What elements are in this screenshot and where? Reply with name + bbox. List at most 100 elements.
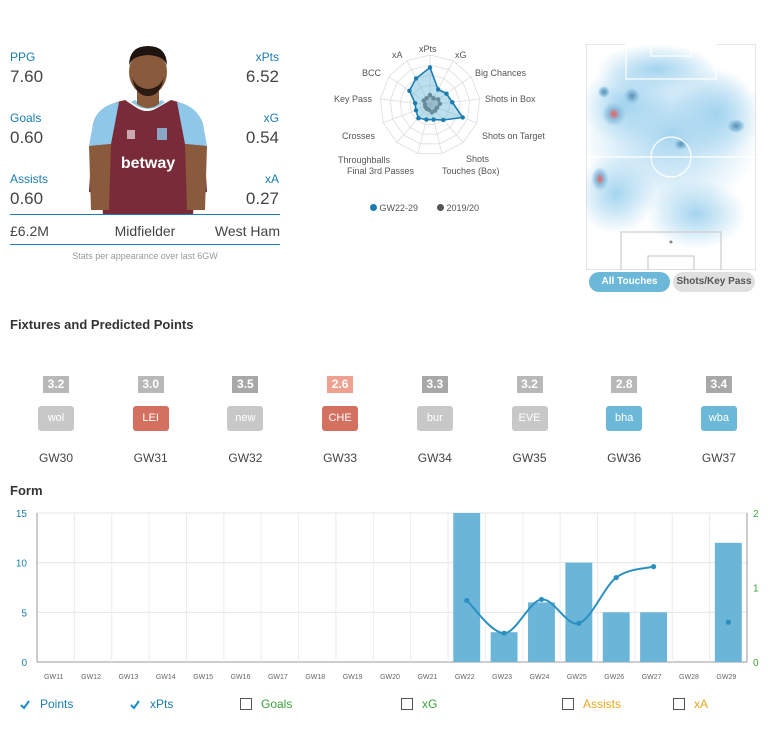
form-chart: 0 5 10 15 0 1 2 GW11 GW12 GW13 GW14 GW15 GW16 GW17 GW1… xyxy=(16,509,759,681)
x-axis-tick-label: GW18 xyxy=(305,674,325,681)
fixture-gameweek: GW30 xyxy=(38,451,73,465)
shots-key-pass-button[interactable]: Shots/Key Pass xyxy=(673,272,755,292)
radar-label-bcc: BCC xyxy=(362,68,382,78)
radar-plot xyxy=(379,54,481,154)
fixture-opponent-badge[interactable]: EVE xyxy=(511,406,548,431)
radar-label-xg: xG xyxy=(455,50,467,60)
legend-label-xpts[interactable]: xPts xyxy=(150,697,174,711)
assists-label: Assists xyxy=(10,172,49,186)
legend-checkbox-xa[interactable] xyxy=(673,698,685,710)
legend-checkbox-goals[interactable] xyxy=(240,698,252,710)
legend-checkbox-xpts[interactable] xyxy=(129,698,141,710)
legend-label-assists[interactable]: Assists xyxy=(583,697,622,711)
xpts-point[interactable] xyxy=(501,630,507,636)
radar-label-key-pass: Key Pass xyxy=(334,94,373,104)
xpts-point[interactable] xyxy=(576,620,582,626)
radar-current-point xyxy=(450,100,455,105)
fixture-predicted-points: 2.6 xyxy=(327,376,354,393)
legend-checkbox-xg[interactable] xyxy=(401,698,413,710)
radar-spoke xyxy=(380,98,431,106)
fixture-opponent-badge[interactable]: wol xyxy=(38,406,74,431)
radar-grid-ring xyxy=(379,54,481,154)
radar-current-point xyxy=(407,88,412,93)
radar-label-shots-in-box: Shots in Box xyxy=(485,94,536,104)
fixture-opponent-badge[interactable]: CHE xyxy=(322,406,359,431)
x-axis-tick-label: GW24 xyxy=(530,674,550,681)
radar-label-shots-on-target: Shots on Target xyxy=(482,131,545,141)
radar-legend-current[interactable]: GW22-29 xyxy=(370,203,418,213)
xpts-value: 6.52 xyxy=(245,67,279,86)
player-team: West Ham xyxy=(214,223,280,239)
fixture-opponent-badge[interactable]: LEI xyxy=(132,406,169,431)
goals-label: Goals xyxy=(10,111,42,125)
fixture-opponent-badge[interactable]: new xyxy=(227,406,264,431)
xpts-point[interactable] xyxy=(464,597,470,604)
fixture-opponent-badge[interactable]: bur xyxy=(416,406,453,431)
x-axis-tick-label: GW11 xyxy=(44,674,63,681)
radar-current-point xyxy=(413,108,419,113)
fixture-gameweek: GW36 xyxy=(607,451,642,465)
x-axis-tick-label: GW16 xyxy=(231,674,251,681)
xa-value: 0.27 xyxy=(245,189,279,208)
stats-note: Stats per appearance over last 6GW xyxy=(72,251,218,261)
legend-label-xa[interactable]: xA xyxy=(694,697,709,711)
legend-label-xg[interactable]: xG xyxy=(422,697,438,711)
radar-previous-point xyxy=(431,96,436,101)
fixture-predicted-points: 3.2 xyxy=(516,376,543,393)
xa-label: xA xyxy=(264,172,279,186)
points-bar[interactable] xyxy=(714,542,742,662)
fixture-gameweek: GW34 xyxy=(417,451,452,465)
points-bar[interactable] xyxy=(528,602,555,662)
radar-label-final-3rd-passes: Final 3rd Passes xyxy=(347,166,415,176)
x-axis-tick-label: GW23 xyxy=(492,674,512,681)
checkmark-icon xyxy=(130,700,140,710)
radar-legend-current-label: GW22-29 xyxy=(379,203,419,213)
points-bar[interactable] xyxy=(602,612,630,662)
fixtures-title: Fixtures and Predicted Points xyxy=(10,317,194,332)
radar-label-throughballs: Throughballs xyxy=(338,155,391,165)
legend-checkbox-assists[interactable] xyxy=(562,698,574,710)
xpts-point[interactable] xyxy=(538,596,545,603)
points-bar[interactable] xyxy=(453,513,481,662)
fixture-gameweek: GW32 xyxy=(228,451,263,465)
radar-label-big-chances: Big Chances xyxy=(475,68,527,78)
player-position: Midfielder xyxy=(114,223,176,239)
radar-grid-ring xyxy=(389,64,471,145)
radar-legend-previous-label: 2019/20 xyxy=(446,203,480,213)
radar-current-point xyxy=(460,115,465,120)
points-bar[interactable] xyxy=(640,612,668,662)
legend-dot-icon xyxy=(370,204,377,211)
fixture-predicted-points: 3.0 xyxy=(137,376,164,393)
x-axis-tick-label: GW20 xyxy=(380,674,400,681)
assists-value: 0.60 xyxy=(10,189,44,208)
legend-checkbox-points[interactable] xyxy=(19,698,31,710)
xpts-point[interactable] xyxy=(650,564,657,570)
legend-dot-icon xyxy=(437,204,444,211)
player-price: £6.2M xyxy=(10,223,49,239)
radar-current-point xyxy=(431,117,436,122)
x-axis-tick-label: GW25 xyxy=(567,674,587,681)
points-bar[interactable] xyxy=(565,562,593,662)
xpts-point[interactable] xyxy=(725,619,731,625)
fixture-opponent-badge[interactable]: wba xyxy=(700,406,737,431)
xg-value: 0.54 xyxy=(245,128,279,147)
y-axis-tick-label: 10 xyxy=(16,559,28,570)
radar-previous-point xyxy=(422,102,428,107)
shirt-sponsor: betway xyxy=(121,155,175,172)
fixture-gameweek: GW35 xyxy=(512,451,547,465)
radar-legend-previous[interactable]: 2019/20 xyxy=(437,203,479,213)
x-axis-tick-label: GW27 xyxy=(642,674,662,681)
fixture-gameweek: GW33 xyxy=(323,451,358,465)
touch-heatmap xyxy=(586,44,756,270)
points-bar[interactable] xyxy=(490,632,518,662)
legend-label-goals[interactable]: Goals xyxy=(261,697,293,711)
ppg-label: PPG xyxy=(10,50,36,64)
legend-label-points[interactable]: Points xyxy=(40,697,74,711)
xpts-point[interactable] xyxy=(613,574,619,581)
fixture-opponent-badge[interactable]: bha xyxy=(606,406,643,431)
ppg-value: 7.60 xyxy=(10,67,44,86)
radar-label-crosses: Crosses xyxy=(342,131,376,141)
all-touches-button[interactable]: All Touches xyxy=(589,272,670,292)
radar-current-point xyxy=(441,117,446,123)
radar-spoke xyxy=(417,104,431,154)
